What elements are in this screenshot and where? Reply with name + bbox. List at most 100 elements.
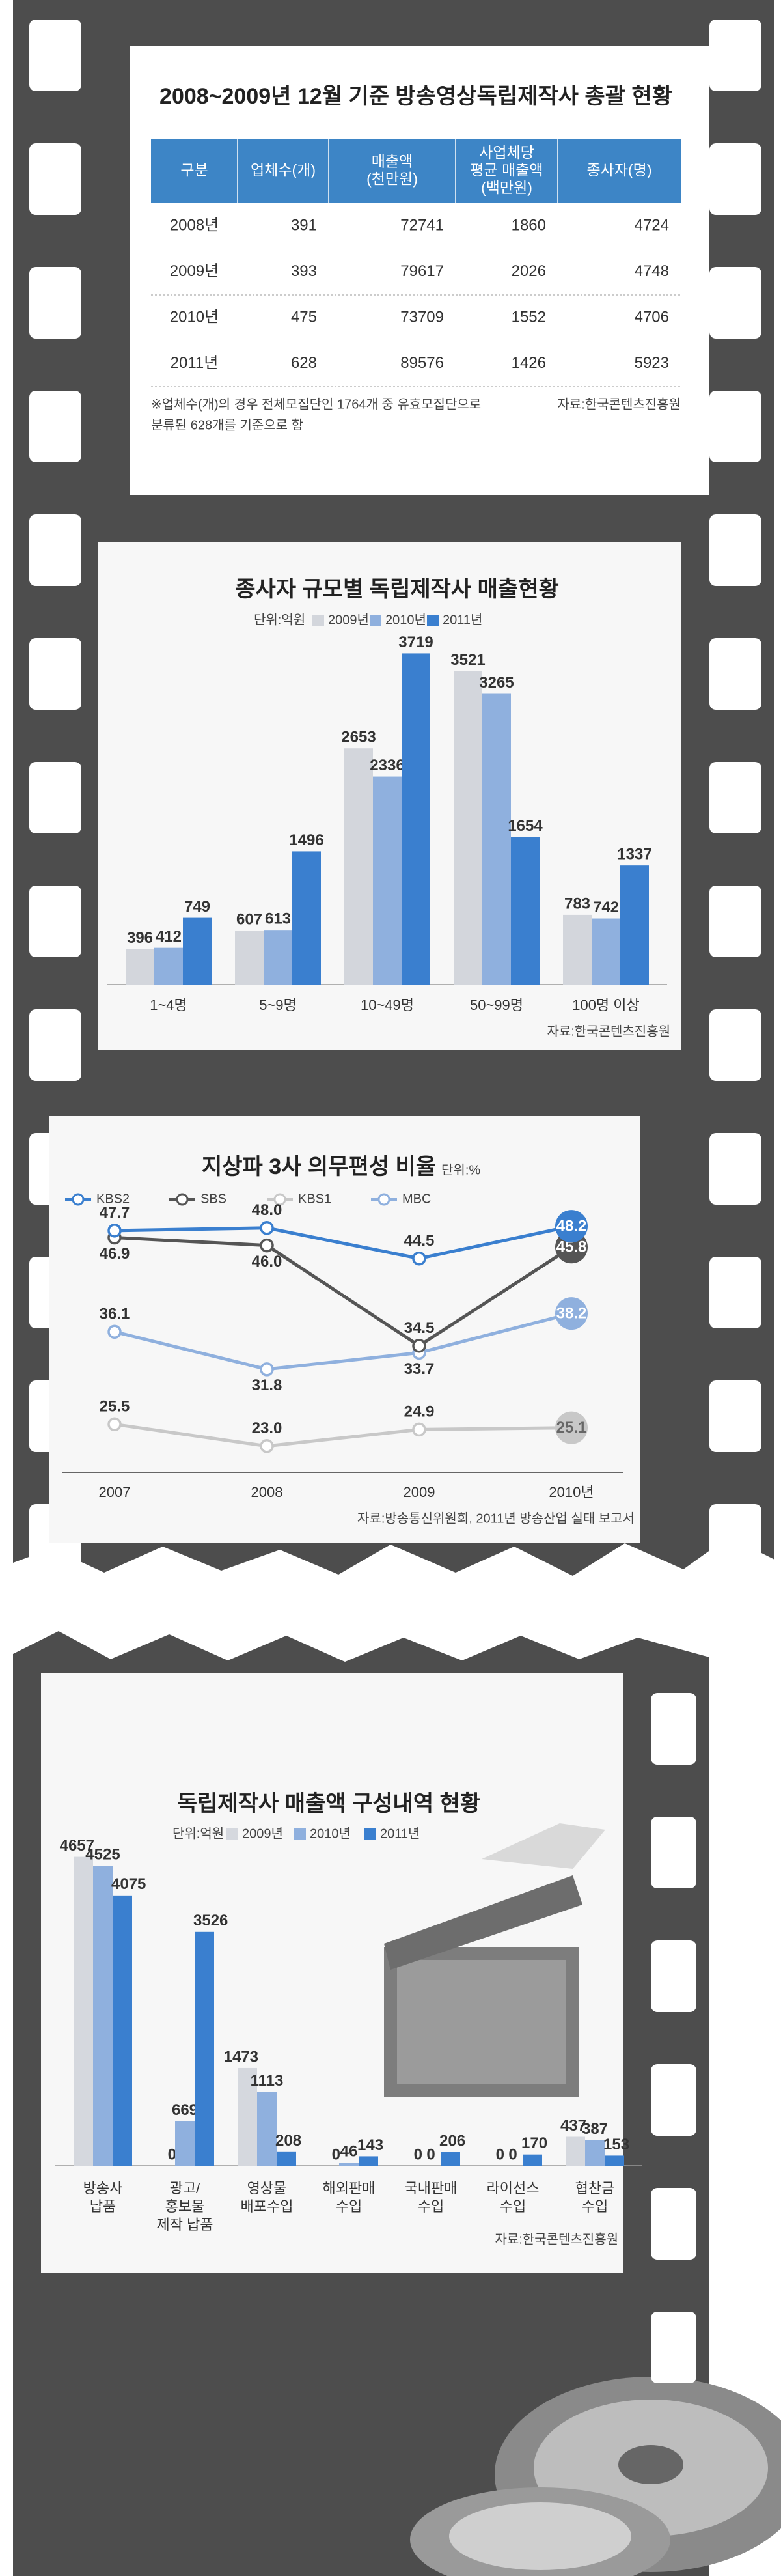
bar <box>344 748 373 985</box>
value-label: 0 <box>496 2146 504 2163</box>
x-tick-label: 10~49명 <box>361 997 414 1013</box>
value-label: 36.1 <box>100 1306 130 1323</box>
value-label: 396 <box>127 929 153 947</box>
unit-label: 단위:억원 <box>254 612 305 627</box>
value-label: 1473 <box>224 2048 258 2065</box>
value-label: 31.8 <box>252 1377 282 1394</box>
value-label: 2653 <box>341 729 376 746</box>
bar <box>126 949 154 985</box>
line-series <box>114 1422 572 1448</box>
bar <box>563 914 592 985</box>
bar <box>74 1856 93 2166</box>
value-label: 1113 <box>251 2072 284 2090</box>
x-tick-label: 2008 <box>251 1484 283 1500</box>
unit-label: 단위:억원 <box>172 1826 224 1841</box>
value-label: 0 <box>508 2146 517 2163</box>
bar <box>257 2092 277 2166</box>
table-cell: 2011년 <box>171 354 219 372</box>
table-cell: 393 <box>291 262 317 280</box>
x-tick-label: 국내판매 <box>405 2180 458 2196</box>
table-cell: 4724 <box>635 217 669 234</box>
value-label: 2336 <box>370 757 404 774</box>
point <box>260 1439 274 1453</box>
value-label: 3521 <box>450 651 485 669</box>
x-tick-label: 납품 <box>90 2198 116 2215</box>
legend-label: 2009년 <box>328 612 369 627</box>
sprocket-hole <box>651 1817 696 1888</box>
sprocket-hole <box>651 2064 696 2136</box>
value-label: 1654 <box>508 817 543 835</box>
table-header-cell: 매출액 <box>372 153 413 170</box>
x-tick-label: 제작 납품 <box>156 2217 213 2233</box>
sprocket-hole <box>29 20 81 91</box>
value-label: 48.2 <box>556 1217 587 1235</box>
value-label: 24.9 <box>404 1403 435 1421</box>
bar <box>195 1931 214 2166</box>
sprocket-hole <box>29 1009 81 1081</box>
sprocket-hole <box>709 267 761 339</box>
bar <box>441 2152 460 2166</box>
bar <box>264 930 292 985</box>
table-header-cell: 사업체당 <box>479 144 534 161</box>
table-cell: 4706 <box>635 309 669 326</box>
value-label: 783 <box>564 895 590 912</box>
value-label: 47.7 <box>100 1204 130 1222</box>
legend-label: 2009년 <box>242 1826 283 1841</box>
sprocket-hole <box>709 1009 761 1081</box>
point <box>107 1224 122 1238</box>
table-cell: 628 <box>291 354 317 372</box>
bar <box>292 851 321 985</box>
bar <box>566 2136 585 2166</box>
bar <box>235 930 264 985</box>
table-cell: 89576 <box>400 354 444 372</box>
sprocket-hole <box>651 1940 696 2012</box>
table-cell: 79617 <box>400 262 444 280</box>
bar <box>454 671 482 985</box>
chart-source: 자료:한국콘텐츠진흥원 <box>547 1024 670 1039</box>
point <box>412 1422 426 1437</box>
table-header-cell: (백만원) <box>481 179 532 196</box>
x-tick-label: 수입 <box>582 2198 608 2215</box>
value-label: 44.5 <box>404 1232 435 1250</box>
chart-source: 자료:방송통신위원회, 2011년 방송산업 실태 보고서 <box>357 1511 635 1526</box>
bar <box>113 1895 132 2166</box>
bar <box>511 837 540 985</box>
legend-label: 2011년 <box>380 1826 420 1841</box>
table-title: 2008~2009년 12월 기준 방송영상독립제작사 총괄 현황 <box>159 84 672 109</box>
legend-swatch <box>294 1828 306 1840</box>
value-label: 669 <box>172 2101 198 2119</box>
table-cell: 2008년 <box>170 217 219 234</box>
sprocket-hole <box>709 391 761 462</box>
value-label: 3719 <box>398 634 433 651</box>
value-label: 23.0 <box>252 1420 282 1437</box>
value-label: 208 <box>275 2132 301 2149</box>
sprocket-hole <box>29 391 81 462</box>
x-tick-label: 수입 <box>500 2198 526 2215</box>
x-tick-label: 5~9명 <box>259 997 297 1013</box>
sprocket-hole <box>29 267 81 339</box>
x-tick-label: 100명 이상 <box>572 997 640 1013</box>
sprocket-hole <box>709 1133 761 1205</box>
bar <box>402 653 430 985</box>
bar <box>359 2156 378 2166</box>
x-tick-label: 홍보물 <box>165 2198 205 2215</box>
bar <box>482 693 511 985</box>
value-label: 1496 <box>289 832 323 849</box>
x-tick-label: 라이선스 <box>487 2180 540 2196</box>
table-cell: 2009년 <box>170 262 219 280</box>
x-tick-label: 2007 <box>99 1484 131 1500</box>
value-label: 206 <box>439 2132 465 2149</box>
point <box>260 1221 274 1235</box>
point <box>412 1251 426 1266</box>
sprocket-hole <box>709 1380 761 1452</box>
value-label: 0 <box>168 2146 176 2163</box>
bar <box>620 865 649 985</box>
sprocket-hole <box>651 1693 696 1765</box>
value-label: 33.7 <box>404 1360 435 1378</box>
value-label: 4657 <box>60 1837 94 1855</box>
legend-swatch <box>364 1828 376 1840</box>
chart-panel <box>49 1116 640 1543</box>
table-header-cell: 구분 <box>180 161 208 178</box>
x-tick-label: 2009 <box>404 1484 435 1500</box>
